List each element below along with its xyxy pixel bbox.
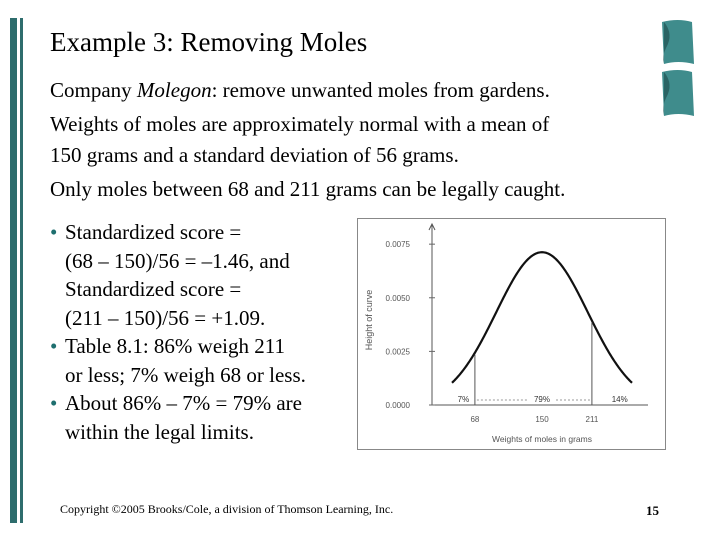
bullet-item-standardized: • Standardized score = (68 – 150)/56 = –… [50,218,350,332]
bullet-dot: • [50,220,58,244]
region-label: 79% [534,395,550,404]
y-tick-label: 0.0050 [386,294,411,303]
weights-line-2: 150 grams and a standard deviation of 56… [50,143,459,167]
normal-curve [451,251,633,384]
region-label: 14% [612,395,628,404]
bullet-item-table: • Table 8.1: 86% weigh 211 or less; 7% w… [50,332,350,389]
bullet-item-result: • About 86% – 7% = 79% are within the le… [50,389,350,446]
copyright-notice: Copyright ©2005 Brooks/Cole, a division … [60,502,394,516]
y-tick-label: 0.0000 [386,401,411,410]
normal-curve-chart: 0.0000 0.0025 0.0050 0.0075 Height of curve 6… [357,218,666,450]
intro-suffix: : remove unwanted moles from gardens. [211,78,550,102]
bullet-list: • Standardized score = (68 – 150)/56 = –… [50,218,350,446]
company-name: Molegon [136,78,212,102]
decorative-ribbon-icon [662,20,694,116]
bullet-line: or less; 7% weigh 68 or less. [65,362,306,387]
y-axis-label: Height of curve [364,290,374,351]
x-tick-label: 68 [470,415,479,424]
x-tick-label: 211 [586,415,599,424]
bullet-line: (68 – 150)/56 = –1.46, and [65,248,290,273]
left-accent-line [20,18,23,523]
bullet-dot: • [50,391,58,415]
legal-limits-line: Only moles between 68 and 211 grams can … [50,177,566,201]
bullet-line: Standardized score = [65,220,242,244]
region-label: 7% [458,395,470,404]
bullet-dot: • [50,334,58,358]
slide-title: Example 3: Removing Moles [50,27,368,57]
y-tick-label: 0.0025 [386,347,411,356]
bullet-line: About 86% – 7% = 79% are [65,391,302,415]
x-tick-label: 150 [535,415,549,424]
bullet-line: (211 – 150)/56 = +1.09. [65,305,266,330]
y-axis-arrow [428,222,436,231]
y-tick-label: 0.0075 [386,240,411,249]
x-axis-label: Weights of moles in grams [492,434,592,444]
bullet-line: Standardized score = [65,277,242,301]
intro-line: Company Molegon: remove unwanted moles f… [50,75,550,106]
chart-svg: 0.0000 0.0025 0.0050 0.0075 Height of curve 6… [364,222,648,444]
left-accent-bar [10,18,17,523]
weights-line-1: Weights of moles are approximately norma… [50,112,550,136]
intro-prefix: Company [50,78,137,102]
page-number: 15 [646,503,659,518]
bullet-line: Table 8.1: 86% weigh 211 [65,334,285,358]
bullet-line: within the legal limits. [65,419,254,444]
